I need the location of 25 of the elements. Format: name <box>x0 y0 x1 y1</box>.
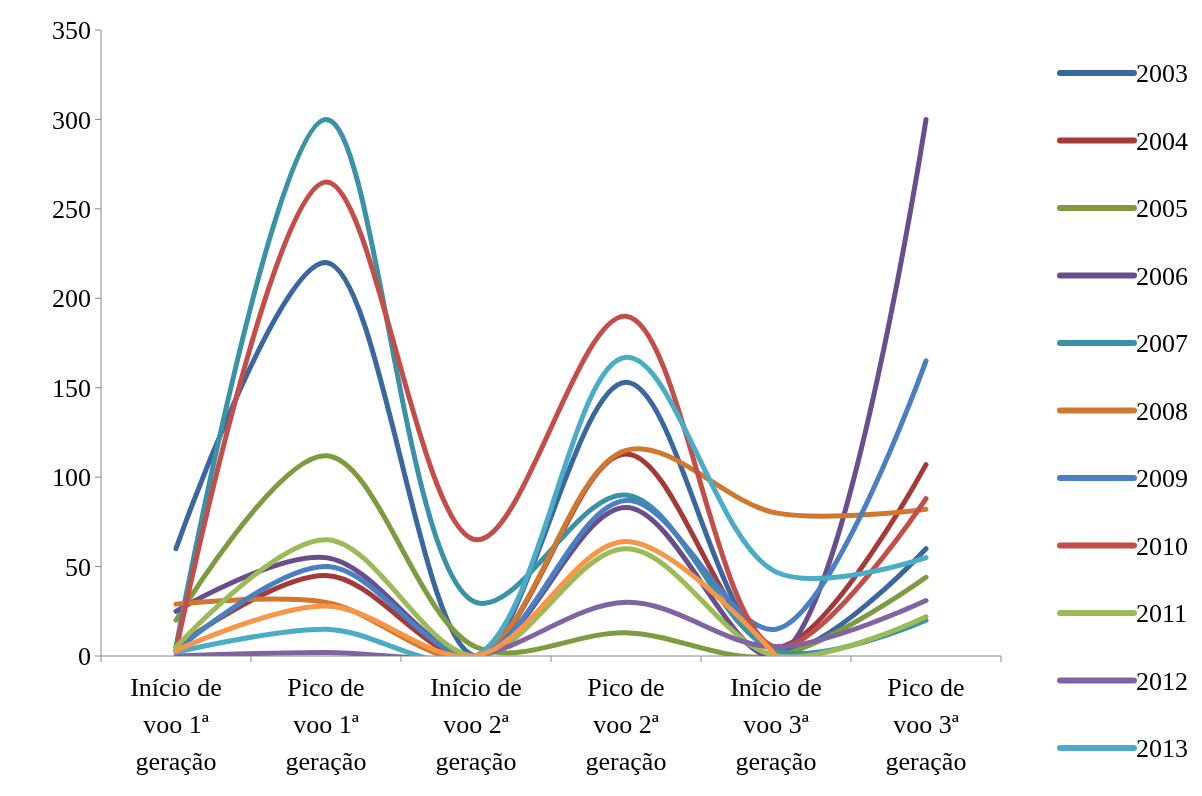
x-tick-label: Pico de voo 2ª geração <box>585 673 667 776</box>
y-tick-label: 100 <box>52 463 91 493</box>
y-tick-label: 50 <box>65 552 91 582</box>
legend-label: 2013 <box>1136 734 1188 764</box>
y-tick-label: 350 <box>52 16 91 46</box>
y-tick-label: 150 <box>52 373 91 403</box>
legend-label: 2011 <box>1136 599 1188 629</box>
y-tick-label: 200 <box>52 284 91 314</box>
legend-label: 2003 <box>1136 59 1188 89</box>
legend-label: 2005 <box>1136 194 1188 224</box>
y-tick-label: 300 <box>52 105 91 135</box>
legend-label: 2010 <box>1136 531 1188 561</box>
legend-label: 2007 <box>1136 329 1188 359</box>
legend-label: 2004 <box>1136 126 1188 156</box>
legend-label: 2006 <box>1136 261 1188 291</box>
y-tick-label: 250 <box>52 194 91 224</box>
x-tick-label: Pico de voo 3ª geração <box>885 673 967 776</box>
x-tick-label: Início de voo 3ª geração <box>730 673 822 776</box>
x-tick-label: Pico de voo 1ª geração <box>285 673 367 776</box>
x-tick-label: Início de voo 2ª geração <box>430 673 522 776</box>
x-tick-label: Início de voo 1ª geração <box>130 673 222 776</box>
y-tick-label: 0 <box>78 642 91 672</box>
legend-label: 2009 <box>1136 464 1188 494</box>
legend-label: 2008 <box>1136 396 1188 426</box>
legend-label: 2012 <box>1136 666 1188 696</box>
